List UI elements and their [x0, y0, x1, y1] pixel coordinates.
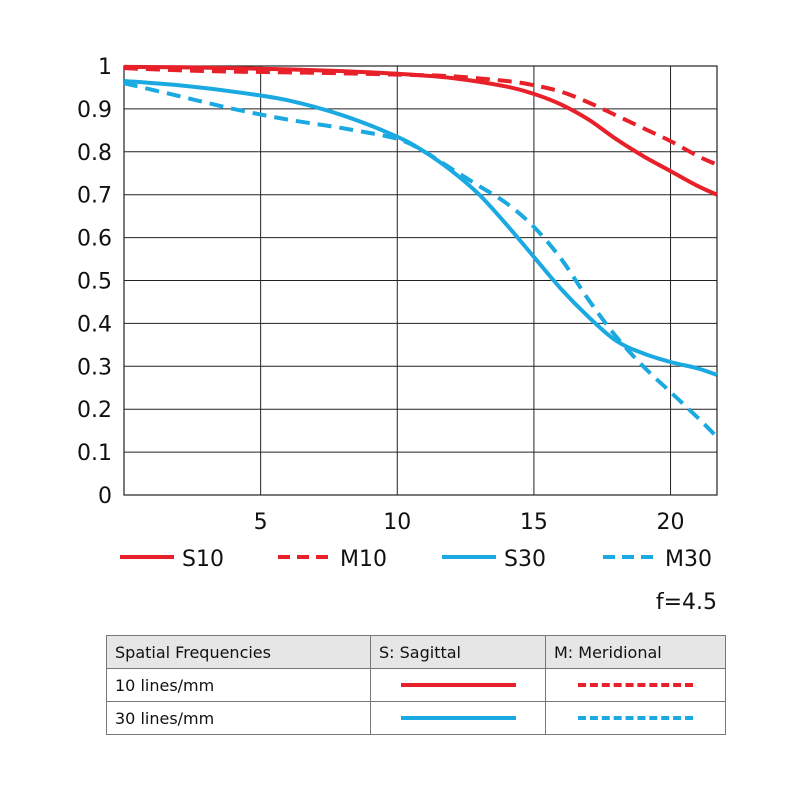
dashed-line-swatch	[578, 716, 693, 720]
y-tick-label: 0.1	[77, 441, 112, 466]
chart-legend: S10 M10 S30 M30	[120, 547, 712, 572]
y-tick-label: 0.5	[77, 270, 112, 295]
chart-series	[123, 64, 719, 439]
series-line-s30	[123, 79, 718, 377]
mtf-chart: 00.10.20.30.40.50.60.70.80.915 10 15 20 S10…	[77, 55, 719, 572]
y-tick-label: 0	[98, 484, 112, 509]
aperture-label: f=4.5	[655, 590, 717, 615]
y-tick-label: 0.7	[77, 184, 112, 209]
key-meridional-swatch	[545, 668, 726, 702]
dashed-line-swatch	[578, 683, 693, 687]
y-tick-label: 0.9	[77, 98, 112, 123]
solid-line-swatch	[400, 716, 516, 720]
y-tick-label: 0.6	[77, 227, 112, 252]
series-line-s10	[123, 64, 718, 197]
legend-label-m10: M10	[340, 547, 387, 572]
series-line-m30	[123, 81, 719, 439]
series-line-m10	[123, 66, 718, 167]
key-header-sagittal: S: Sagittal	[370, 635, 546, 669]
key-header-frequencies: Spatial Frequencies	[106, 635, 371, 669]
frequency-key-table: Spatial Frequencies S: Sagittal M: Merid…	[106, 635, 726, 735]
y-tick-label: 0.4	[77, 312, 112, 337]
y-tick-label: 0.8	[77, 141, 112, 166]
solid-line-swatch	[400, 683, 516, 687]
key-row-label: 10 lines/mm	[106, 668, 371, 702]
key-meridional-swatch	[545, 701, 726, 735]
key-table-header: Spatial Frequencies S: Sagittal M: Merid…	[106, 635, 726, 669]
legend-label-m30: M30	[665, 547, 712, 572]
x-tick-label: 5	[254, 510, 268, 535]
key-row-30: 30 lines/mm	[106, 701, 726, 735]
y-tick-label: 0.2	[77, 398, 112, 423]
y-tick-label: 1	[98, 55, 112, 80]
legend-label-s10: S10	[182, 547, 224, 572]
key-row-10: 10 lines/mm	[106, 668, 726, 702]
key-sagittal-swatch	[370, 701, 546, 735]
x-tick-label: 15	[520, 510, 548, 535]
chart-ticks: 00.10.20.30.40.50.60.70.80.915 10 15 20	[77, 55, 685, 535]
key-sagittal-swatch	[370, 668, 546, 702]
x-tick-label: 20	[657, 510, 685, 535]
key-header-meridional: M: Meridional	[545, 635, 726, 669]
chart-grid	[123, 65, 718, 496]
x-tick-label: 10	[383, 510, 411, 535]
key-row-label: 30 lines/mm	[106, 701, 371, 735]
y-tick-label: 0.3	[77, 355, 112, 380]
legend-label-s30: S30	[504, 547, 546, 572]
